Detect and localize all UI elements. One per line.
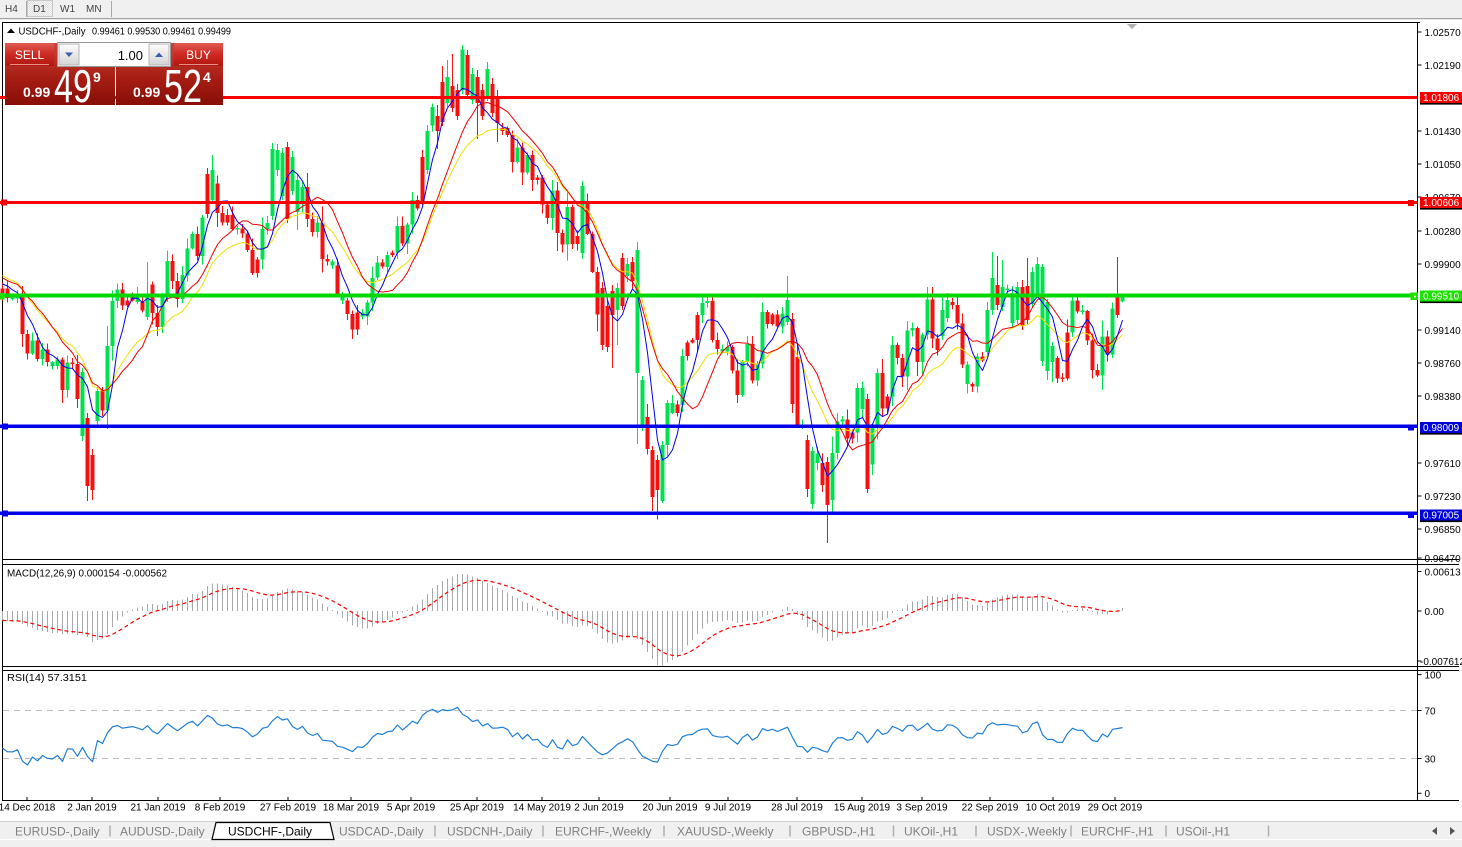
svg-text:30: 30: [1425, 754, 1437, 765]
svg-text:0.00: 0.00: [1425, 607, 1445, 618]
svg-text:49: 49: [54, 60, 92, 112]
svg-text:10 Oct 2019: 10 Oct 2019: [1026, 803, 1081, 814]
svg-text:0.99510: 0.99510: [1423, 292, 1460, 303]
svg-text:0.99: 0.99: [133, 84, 160, 100]
svg-text:0.97005: 0.97005: [1423, 511, 1460, 522]
svg-text:USDCHF-,Daily: USDCHF-,Daily: [228, 825, 312, 839]
svg-text:9 Jul 2019: 9 Jul 2019: [705, 803, 752, 814]
svg-text:D1: D1: [33, 4, 46, 15]
svg-text:25 Apr 2019: 25 Apr 2019: [450, 803, 504, 814]
svg-text:18 Mar 2019: 18 Mar 2019: [323, 803, 380, 814]
svg-text:1.00: 1.00: [118, 48, 143, 63]
svg-text:XAUUSD-,Weekly: XAUUSD-,Weekly: [677, 825, 773, 839]
svg-text:RSI(14) 57.3151: RSI(14) 57.3151: [7, 673, 87, 684]
svg-text:52: 52: [164, 60, 202, 112]
svg-text:9: 9: [93, 69, 101, 85]
svg-text:MACD(12,26,9) 0.000154 -0.0005: MACD(12,26,9) 0.000154 -0.000562: [7, 569, 167, 580]
svg-text:0.96470: 0.96470: [1425, 554, 1462, 565]
svg-text:27 Feb 2019: 27 Feb 2019: [260, 803, 317, 814]
svg-text:USDCAD-,Daily: USDCAD-,Daily: [339, 825, 424, 839]
svg-text:15 Aug 2019: 15 Aug 2019: [834, 803, 891, 814]
svg-text:100: 100: [1425, 670, 1442, 681]
svg-text:SELL: SELL: [15, 48, 45, 62]
svg-text:-0.007612: -0.007612: [1420, 657, 1462, 668]
svg-text:70: 70: [1425, 706, 1437, 717]
svg-text:28 Jul 2019: 28 Jul 2019: [771, 803, 823, 814]
svg-text:0.98380: 0.98380: [1425, 392, 1462, 403]
svg-text:14 Dec 2018: 14 Dec 2018: [0, 803, 56, 814]
svg-text:0.99900: 0.99900: [1425, 260, 1462, 271]
svg-text:USDCHF-,Daily: USDCHF-,Daily: [19, 27, 86, 38]
svg-text:5 Apr 2019: 5 Apr 2019: [387, 803, 436, 814]
svg-text:2 Jan 2019: 2 Jan 2019: [67, 803, 117, 814]
svg-text:22 Sep 2019: 22 Sep 2019: [962, 803, 1019, 814]
svg-text:USOil-,H1: USOil-,H1: [1176, 825, 1230, 839]
svg-text:0.98009: 0.98009: [1423, 423, 1460, 434]
svg-text:2 Jun 2019: 2 Jun 2019: [574, 803, 624, 814]
svg-text:AUDUSD-,Daily: AUDUSD-,Daily: [120, 825, 205, 839]
svg-text:0.98760: 0.98760: [1425, 359, 1462, 370]
svg-text:USDCNH-,Daily: USDCNH-,Daily: [447, 825, 532, 839]
svg-text:0.96850: 0.96850: [1425, 525, 1462, 536]
svg-text:29 Oct 2019: 29 Oct 2019: [1088, 803, 1143, 814]
svg-text:0.99140: 0.99140: [1425, 326, 1462, 337]
svg-text:0.99: 0.99: [23, 84, 50, 100]
svg-text:MN: MN: [86, 4, 102, 15]
svg-text:USDX-,Weekly: USDX-,Weekly: [987, 825, 1067, 839]
svg-text:H4: H4: [5, 4, 18, 15]
svg-text:8 Feb 2019: 8 Feb 2019: [195, 803, 246, 814]
svg-text:1.01430: 1.01430: [1425, 127, 1462, 138]
svg-text:BUY: BUY: [186, 48, 211, 62]
svg-text:1.02190: 1.02190: [1425, 61, 1462, 72]
svg-text:20 Jun 2019: 20 Jun 2019: [642, 803, 697, 814]
svg-text:0.97230: 0.97230: [1425, 492, 1462, 503]
svg-text:4: 4: [203, 69, 211, 85]
svg-text:0.97610: 0.97610: [1425, 459, 1462, 470]
svg-text:W1: W1: [60, 4, 75, 15]
svg-text:1.00606: 1.00606: [1423, 198, 1460, 209]
svg-text:EURCHF-,H1: EURCHF-,H1: [1081, 825, 1154, 839]
svg-text:1.01050: 1.01050: [1425, 160, 1462, 171]
svg-text:UKOil-,H1: UKOil-,H1: [904, 825, 958, 839]
svg-text:1.00280: 1.00280: [1425, 227, 1462, 238]
svg-text:EURCHF-,Weekly: EURCHF-,Weekly: [555, 825, 651, 839]
svg-text:0.00613: 0.00613: [1425, 567, 1462, 578]
svg-text:GBPUSD-,H1: GBPUSD-,H1: [802, 825, 876, 839]
svg-text:1.02570: 1.02570: [1425, 28, 1462, 39]
svg-text:0: 0: [1425, 789, 1431, 800]
svg-text:14 May 2019: 14 May 2019: [513, 803, 571, 814]
svg-text:21 Jan 2019: 21 Jan 2019: [130, 803, 185, 814]
svg-text:3 Sep 2019: 3 Sep 2019: [896, 803, 948, 814]
svg-text:EURUSD-,Daily: EURUSD-,Daily: [15, 825, 100, 839]
svg-text:1.01806: 1.01806: [1423, 93, 1460, 104]
svg-text:0.99461 0.99530 0.99461 0.9949: 0.99461 0.99530 0.99461 0.99499: [92, 27, 231, 38]
